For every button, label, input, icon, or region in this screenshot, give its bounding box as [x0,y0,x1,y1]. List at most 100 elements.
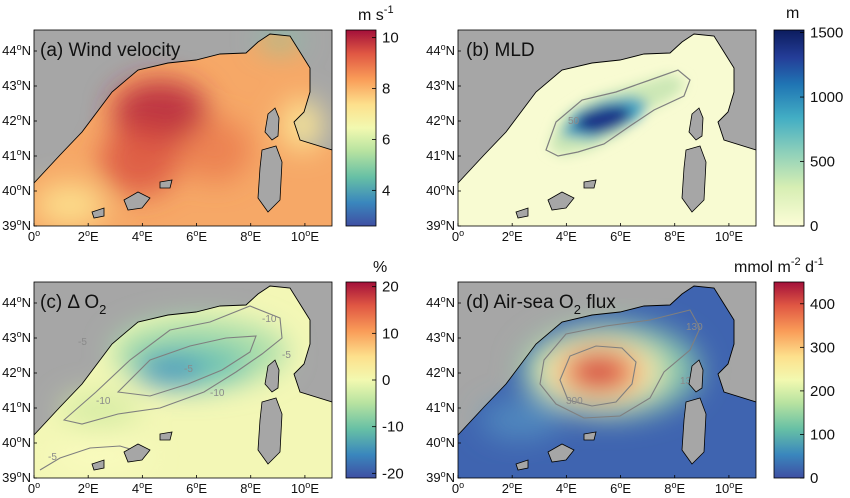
island-ibiza-c [91,459,105,471]
lon-label-b-3: 6oE [610,228,631,244]
colorbar-unit-a: m s-1 [358,4,394,24]
island-mallorca-a [123,191,151,211]
island-minorca-a [159,179,173,189]
island-corsica-b [688,107,704,141]
lon-label-c-2: 4oE [132,480,153,496]
o2-contour-c-outer [62,305,283,425]
map-c: -5 -10 -5 -10 -10 -5 -5 [34,282,332,478]
lat-label-a-2: 42oN [2,112,31,128]
contour-label-b-0: 50 [568,116,580,127]
panel-title-b: (b) MLD [466,40,535,61]
colorbar-label-c-3: -10 [382,419,404,436]
island-sardinia-d [681,397,707,465]
lon-label-d-4: 8oE [664,480,685,496]
colorbar-label-d-4: 0 [810,470,818,487]
colorbar-unit-c: % [373,259,387,276]
lon-label-d-5: 10oE [715,480,743,496]
lon-label-a-1: 2oE [78,228,99,244]
lon-label-b-1: 2oE [502,228,523,244]
mld-field-b [548,74,686,156]
lon-label-a-2: 4oE [132,228,153,244]
lat-label-a-5: 39oN [2,217,31,233]
o2-field-c [50,318,288,470]
lon-label-d-1: 2oE [502,480,523,496]
island-mallorca-c [123,443,151,463]
lat-label-c-0: 44oN [2,294,31,310]
axes-frame-d [457,281,757,479]
axes-frame-b [457,29,757,227]
colorbar-label-b-3: 0 [810,218,818,235]
panel-title-d: (d) Air-sea O2 flux [466,292,616,317]
island-corsica-d [688,359,704,393]
lat-label-c-3: 41oN [2,399,31,415]
lat-label-b-0: 44oN [426,42,455,58]
lon-label-d-0: 0o [452,480,464,496]
lon-label-a-3: 6oE [186,228,207,244]
island-sardinia-a [257,145,283,213]
island-ibiza-b [515,207,529,219]
lat-label-a-0: 44oN [2,42,31,58]
map-d: 130 300 130 [458,282,756,478]
mld-contour-b [545,69,691,157]
lat-label-d-5: 39oN [426,469,455,485]
generated-axes: 0o 2oE 4oE 6oE 8oE 10oE 44oN 43oN 42oN 41oN 40oN 39… [2,25,843,496]
lat-label-c-5: 39oN [2,469,31,485]
flux-contour-d-outer [539,309,701,419]
lon-label-b-2: 4oE [556,228,577,244]
wind-field-a [34,30,324,226]
colorbar-label-c-0: 20 [382,279,399,296]
colorbar-label-c-1: 10 [382,325,399,342]
colorbar-b [773,29,805,227]
lon-label-c-4: 8oE [240,480,261,496]
island-corsica-a [264,107,280,141]
coastline-b [458,33,756,184]
coastline-c [34,285,332,436]
island-minorca-b [583,179,597,189]
lon-label-a-4: 8oE [240,228,261,244]
lat-label-d-0: 44oN [426,294,455,310]
colorbar-unit-b: m [786,5,799,22]
colorbar-a [345,29,377,227]
lat-label-a-3: 41oN [2,147,31,163]
lon-label-a-0: 0o [28,228,40,244]
contour-label-d-0: 130 [686,322,703,333]
coastline-a [34,33,332,184]
lat-label-b-4: 40oN [426,182,455,198]
lat-label-a-4: 40oN [2,182,31,198]
colorbar-label-b-1: 1000 [810,89,843,106]
lat-label-b-3: 41oN [426,147,455,163]
island-sardinia-c [257,397,283,465]
colorbar-c [345,281,377,479]
o2-contour-c-south [39,445,141,471]
colorbar-label-d-2: 200 [810,383,835,400]
axes-frame-c [33,281,333,479]
colorbar-label-b-0: 1500 [810,25,843,42]
colorbar-label-c-4: -20 [382,465,404,482]
map-a [34,30,332,226]
panel-a: (a) Wind velocity [33,29,333,227]
lon-label-c-0: 0o [28,480,40,496]
lon-label-d-3: 6oE [610,480,631,496]
lat-label-d-1: 43oN [426,329,455,345]
contour-label-c-5: -5 [48,452,57,463]
colorbar-label-a-1: 8 [382,81,390,98]
colorbar-label-b-2: 500 [810,154,835,171]
contour-label-c-2: -5 [184,364,193,375]
lon-label-c-5: 10oE [291,480,319,496]
island-sardinia-b [681,145,707,213]
lat-label-b-1: 43oN [426,77,455,93]
map-b: 50 [458,30,756,226]
lat-label-b-2: 42oN [426,112,455,128]
lon-label-b-0: 0o [452,228,464,244]
panel-b: 50 (b) MLD [457,29,757,227]
lon-label-c-1: 2oE [78,480,99,496]
panel-d: 130 300 130 (d) Air-sea O2 flux [457,281,757,479]
contour-label-c-3: -10 [96,396,111,407]
colorbar-d [773,281,805,479]
colorbar-label-a-2: 6 [382,131,390,148]
colorbar-label-a-3: 4 [382,182,390,199]
flux-field-d [480,322,700,440]
lat-label-c-1: 43oN [2,329,31,345]
colorbar-unit-d: mmol m-2 d-1 [734,256,824,276]
